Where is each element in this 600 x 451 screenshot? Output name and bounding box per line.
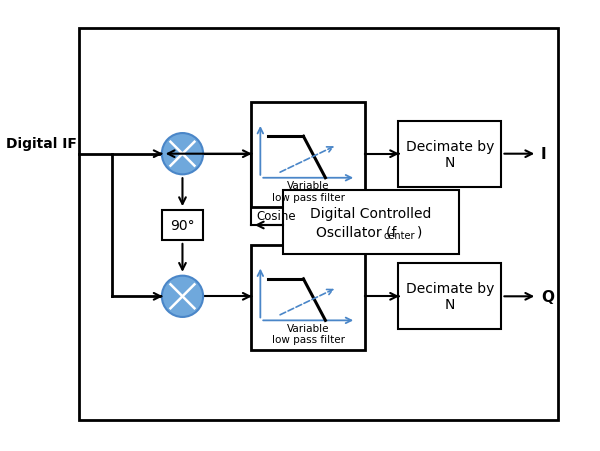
Text: center: center: [383, 231, 415, 241]
FancyBboxPatch shape: [398, 264, 502, 329]
Text: Cosine: Cosine: [257, 210, 296, 223]
Text: Q: Q: [541, 289, 554, 304]
Text: Decimate by
N: Decimate by N: [406, 281, 494, 312]
Circle shape: [162, 134, 203, 175]
Text: Oscillator (f: Oscillator (f: [316, 225, 396, 239]
Text: I: I: [541, 147, 547, 162]
FancyBboxPatch shape: [283, 191, 459, 254]
FancyBboxPatch shape: [251, 245, 365, 350]
FancyBboxPatch shape: [162, 211, 203, 240]
Text: Digital Controlled: Digital Controlled: [310, 207, 432, 221]
FancyBboxPatch shape: [251, 103, 365, 208]
Text: ): ): [417, 225, 422, 239]
Text: Decimate by
N: Decimate by N: [406, 139, 494, 170]
Text: Variable
low pass filter: Variable low pass filter: [272, 180, 344, 202]
FancyBboxPatch shape: [79, 29, 558, 420]
Text: Digital IF: Digital IF: [5, 137, 76, 151]
Circle shape: [162, 276, 203, 317]
Text: 90°: 90°: [170, 219, 195, 232]
Text: Variable
low pass filter: Variable low pass filter: [272, 323, 344, 345]
FancyBboxPatch shape: [398, 122, 502, 187]
